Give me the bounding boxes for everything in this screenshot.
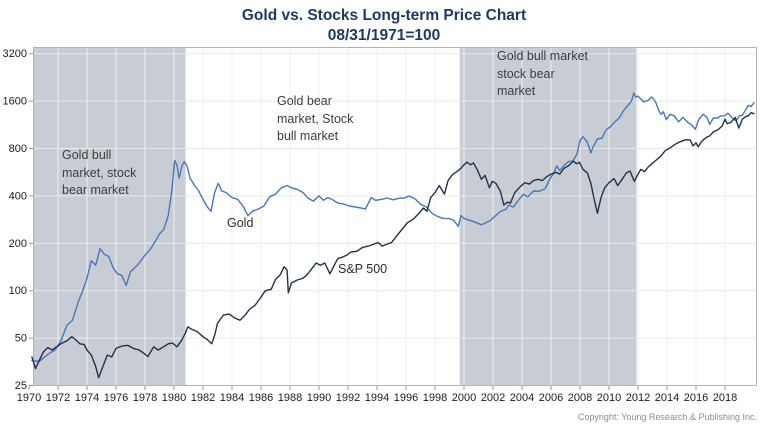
sp500-series-label: S&P 500: [338, 262, 388, 276]
y-tick-label: 400: [9, 190, 27, 202]
chart-title: Gold vs. Stocks Long-term Price Chart 08…: [0, 6, 768, 46]
x-tick-label: 2004: [510, 392, 534, 404]
annotation-gold-bear: Gold bear market, Stock bull market: [277, 94, 354, 143]
y-tick-label: 100: [9, 285, 27, 297]
x-tick-label: 1974: [75, 392, 99, 404]
y-tick-label: 800: [9, 143, 27, 155]
x-tick-label: 2016: [684, 392, 708, 404]
x-tick-label: 1988: [278, 392, 302, 404]
x-tick-label: 2018: [713, 392, 737, 404]
y-tick-label: 3200: [3, 48, 27, 60]
x-tick-label: 1982: [191, 392, 215, 404]
gold-series-label: Gold: [227, 216, 254, 230]
y-tick-label: 200: [9, 238, 27, 250]
chart-title-line2: 08/31/1971=100: [327, 27, 441, 44]
x-tick-label: 1990: [307, 392, 331, 404]
x-tick-label: 1996: [394, 392, 418, 404]
annotation-gold-bull-1: Gold bull market, stock bear market: [62, 148, 137, 197]
x-tick-label: 1992: [336, 392, 360, 404]
gold-price-line: [31, 92, 755, 363]
sp500-price-line: [31, 111, 755, 379]
x-tick-label: 1970: [17, 392, 41, 404]
x-tick-label: 1998: [423, 392, 447, 404]
x-tick-label: 1984: [220, 392, 244, 404]
x-tick-label: 2006: [539, 392, 563, 404]
y-tick-label: 50: [15, 333, 27, 345]
plot-border: [33, 47, 757, 386]
x-tick-label: 1978: [133, 392, 157, 404]
x-tick-label: 1976: [104, 392, 128, 404]
chart-title-line1: Gold vs. Stocks Long-term Price Chart: [241, 7, 527, 24]
copyright-notice: Copyright: Young Research & Publishing I…: [577, 412, 757, 422]
x-tick-label: 2008: [568, 392, 592, 404]
y-tick-label: 25: [15, 380, 27, 392]
shaded-region-gold-bull-2: [459, 47, 637, 386]
x-tick-label: 2014: [655, 392, 679, 404]
x-tick-label: 2010: [597, 392, 621, 404]
x-tick-label: 1986: [249, 392, 273, 404]
shaded-region-gold-bull-1: [33, 47, 186, 386]
x-tick-label: 2000: [452, 392, 476, 404]
x-tick-label: 1980: [162, 392, 186, 404]
y-tick-label: 1600: [3, 96, 27, 108]
x-tick-label: 2012: [626, 392, 650, 404]
x-tick-label: 2002: [481, 392, 505, 404]
annotation-gold-bull-2: Gold bull market stock bear market: [497, 49, 589, 98]
x-tick-label: 1972: [46, 392, 70, 404]
x-tick-label: 1994: [365, 392, 389, 404]
